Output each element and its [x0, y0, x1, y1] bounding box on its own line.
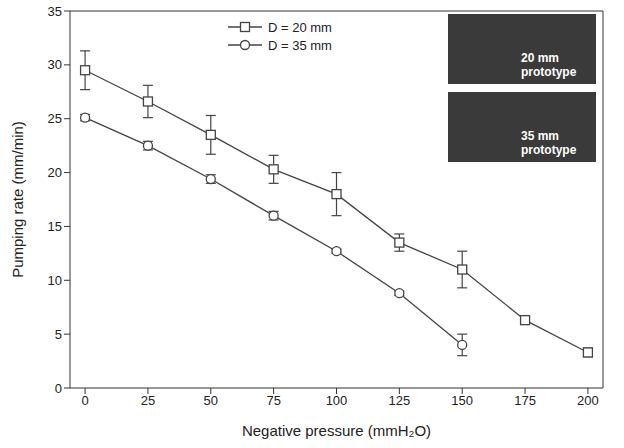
svg-text:10: 10: [48, 273, 62, 288]
svg-text:100: 100: [326, 393, 348, 408]
svg-text:200: 200: [577, 393, 599, 408]
html-text:20 mm prototype: 20 mm prototype: [521, 51, 577, 79]
svg-text:0: 0: [55, 381, 62, 396]
svg-text:35: 35: [48, 4, 62, 19]
svg-text:125: 125: [389, 393, 411, 408]
svg-text:175: 175: [514, 393, 536, 408]
svg-text:0: 0: [81, 393, 88, 408]
svg-text:75: 75: [266, 393, 280, 408]
html-text:D = 35 mm: D = 35 mm: [268, 37, 332, 53]
svg-text:20: 20: [48, 165, 62, 180]
svg-text:15: 15: [48, 219, 62, 234]
html-text:35 mm prototype: 35 mm prototype: [521, 129, 577, 157]
html-text:D = 20 mm: D = 20 mm: [268, 19, 332, 35]
svg-text:25: 25: [48, 111, 62, 126]
svg-text:50: 50: [204, 393, 218, 408]
svg-text:Negative pressure (mmH₂O): Negative pressure (mmH₂O): [242, 422, 431, 439]
svg-text:150: 150: [451, 393, 473, 408]
svg-text:25: 25: [141, 393, 155, 408]
svg-text:30: 30: [48, 57, 62, 72]
svg-text:5: 5: [55, 327, 62, 342]
svg-text:Pumping rate (mm/min): Pumping rate (mm/min): [9, 121, 26, 278]
